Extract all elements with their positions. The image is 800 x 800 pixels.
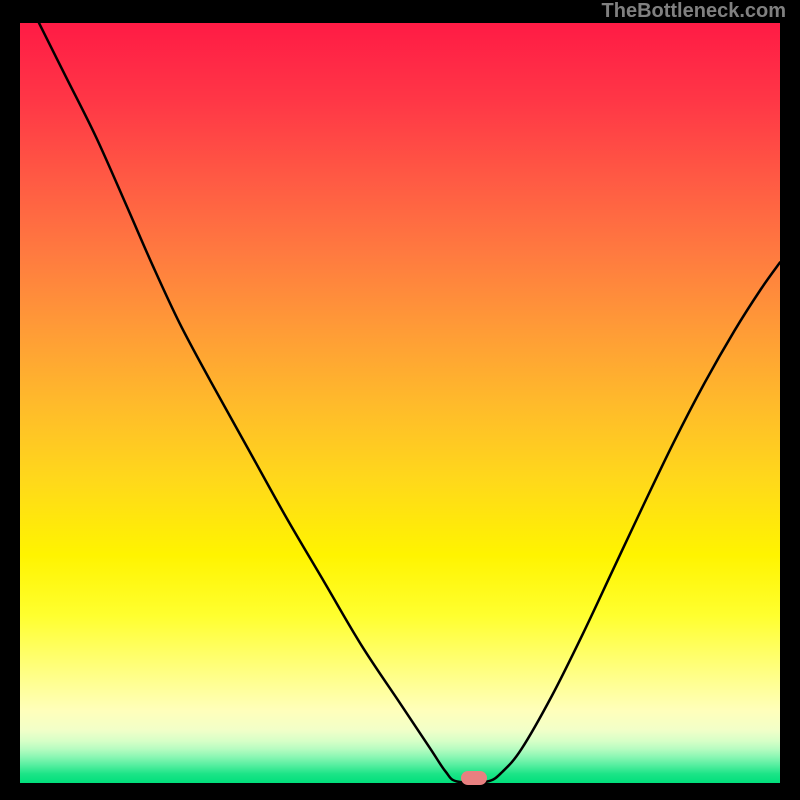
chart-container: TheBottleneck.com bbox=[0, 0, 800, 800]
watermark-text: TheBottleneck.com bbox=[602, 0, 786, 23]
optimum-marker bbox=[461, 771, 487, 785]
bottleneck-curve-path bbox=[39, 23, 780, 783]
bottleneck-curve-svg bbox=[20, 23, 780, 783]
plot-area bbox=[20, 23, 780, 783]
